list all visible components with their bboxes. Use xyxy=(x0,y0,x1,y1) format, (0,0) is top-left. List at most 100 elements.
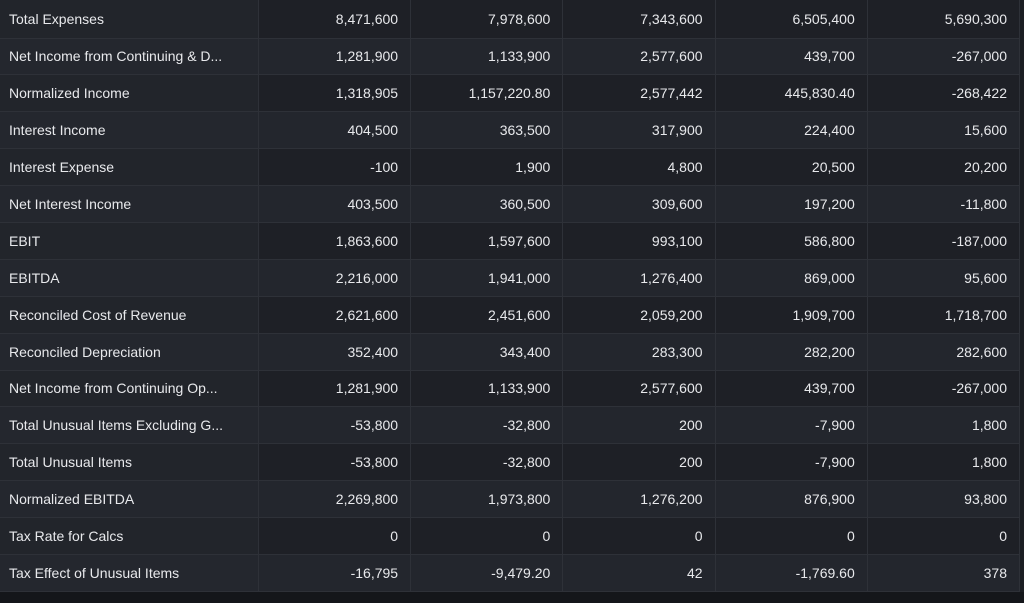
value-cell: 1,973,800 xyxy=(410,480,564,519)
row-label: Total Expenses xyxy=(0,0,259,39)
value-cell: 1,318,905 xyxy=(258,74,412,113)
value-cell: 1,133,900 xyxy=(410,38,564,76)
value-cell: 2,216,000 xyxy=(258,259,412,297)
value-cell: -16,795 xyxy=(258,554,412,592)
value-cell: 4,800 xyxy=(562,148,716,187)
value-cell: 1,597,600 xyxy=(410,222,564,260)
value-cell: 378 xyxy=(867,554,1020,592)
value-cell: 1,863,600 xyxy=(258,222,412,260)
value-cell: 0 xyxy=(867,517,1020,555)
value-cell: 0 xyxy=(258,517,412,555)
table-row[interactable]: Interest Income 404,500 363,500 317,900 224,… xyxy=(0,111,1020,150)
value-cell: 352,400 xyxy=(258,333,412,371)
value-cell: 1,941,000 xyxy=(410,259,564,297)
financials-table-container[interactable]: Total Expenses 8,471,600 7,978,600 7,343,60… xyxy=(0,0,1020,592)
value-cell: -267,000 xyxy=(867,38,1020,76)
row-label: Net Interest Income xyxy=(0,185,259,223)
value-cell: 93,800 xyxy=(867,480,1020,519)
table-row[interactable]: Normalized EBITDA 2,269,800 1,973,800 1,276… xyxy=(0,480,1020,519)
value-cell: 360,500 xyxy=(410,185,564,223)
table-row[interactable]: EBIT 1,863,600 1,597,600 993,100 586,800 -187… xyxy=(0,222,1020,260)
value-cell: 1,276,200 xyxy=(562,480,716,519)
value-cell: 7,978,600 xyxy=(410,0,564,39)
value-cell: 317,900 xyxy=(562,111,716,150)
financials-table-body: Total Expenses 8,471,600 7,978,600 7,343,60… xyxy=(0,0,1020,592)
value-cell: -267,000 xyxy=(867,370,1020,408)
row-label: Tax Rate for Calcs xyxy=(0,517,259,555)
value-cell: 439,700 xyxy=(715,38,868,76)
table-row[interactable]: Reconciled Cost of Revenue 2,621,600 2,451… xyxy=(0,296,1020,334)
value-cell: 2,621,600 xyxy=(258,296,412,334)
value-cell: -268,422 xyxy=(867,74,1020,113)
table-row[interactable]: Tax Effect of Unusual Items -16,795 -9,479… xyxy=(0,554,1020,592)
value-cell: 200 xyxy=(562,443,716,482)
value-cell: -11,800 xyxy=(867,185,1020,223)
row-label: Tax Effect of Unusual Items xyxy=(0,554,259,592)
row-label: Net Income from Continuing Op... xyxy=(0,370,259,408)
value-cell: -53,800 xyxy=(258,406,412,445)
table-row[interactable]: Net Income from Continuing Op... 1,281,90… xyxy=(0,370,1020,408)
value-cell: 1,133,900 xyxy=(410,370,564,408)
value-cell: 1,281,900 xyxy=(258,38,412,76)
row-label: Net Income from Continuing & D... xyxy=(0,38,259,76)
value-cell: 869,000 xyxy=(715,259,868,297)
value-cell: 20,200 xyxy=(867,148,1020,187)
value-cell: 42 xyxy=(562,554,716,592)
table-row[interactable]: EBITDA 2,216,000 1,941,000 1,276,400 869,000… xyxy=(0,259,1020,297)
row-label: Reconciled Depreciation xyxy=(0,333,259,371)
table-row[interactable]: Total Unusual Items -53,800 -32,800 200 -7,9… xyxy=(0,443,1020,482)
value-cell: 2,577,442 xyxy=(562,74,716,113)
row-label: EBITDA xyxy=(0,259,259,297)
value-cell: 404,500 xyxy=(258,111,412,150)
value-cell: 95,600 xyxy=(867,259,1020,297)
value-cell: 20,500 xyxy=(715,148,868,187)
table-row[interactable]: Net Interest Income 403,500 360,500 309,600… xyxy=(0,185,1020,223)
value-cell: 200 xyxy=(562,406,716,445)
value-cell: 1,800 xyxy=(867,443,1020,482)
value-cell: 1,718,700 xyxy=(867,296,1020,334)
table-row[interactable]: Normalized Income 1,318,905 1,157,220.80 2,… xyxy=(0,74,1020,113)
value-cell: 283,300 xyxy=(562,333,716,371)
table-row[interactable]: Total Unusual Items Excluding G... -53,80… xyxy=(0,406,1020,445)
table-row[interactable]: Net Income from Continuing & D... 1,281,9… xyxy=(0,38,1020,76)
value-cell: -7,900 xyxy=(715,406,868,445)
value-cell: -53,800 xyxy=(258,443,412,482)
table-row[interactable]: Reconciled Depreciation 352,400 343,400 283… xyxy=(0,333,1020,371)
value-cell: -7,900 xyxy=(715,443,868,482)
value-cell: 6,505,400 xyxy=(715,0,868,39)
value-cell: 309,600 xyxy=(562,185,716,223)
row-label: Reconciled Cost of Revenue xyxy=(0,296,259,334)
value-cell: 282,600 xyxy=(867,333,1020,371)
scroll-edge xyxy=(1020,0,1024,592)
row-label: Normalized Income xyxy=(0,74,259,113)
value-cell: 993,100 xyxy=(562,222,716,260)
row-label: Interest Income xyxy=(0,111,259,150)
value-cell: 876,900 xyxy=(715,480,868,519)
value-cell: 2,451,600 xyxy=(410,296,564,334)
value-cell: 403,500 xyxy=(258,185,412,223)
value-cell: 2,269,800 xyxy=(258,480,412,519)
row-label: Total Unusual Items xyxy=(0,443,259,482)
value-cell: 1,800 xyxy=(867,406,1020,445)
value-cell: 1,900 xyxy=(410,148,564,187)
value-cell: 2,577,600 xyxy=(562,370,716,408)
value-cell: 5,690,300 xyxy=(867,0,1020,39)
value-cell: 1,157,220.80 xyxy=(410,74,564,113)
value-cell: -9,479.20 xyxy=(410,554,564,592)
financials-table: Total Expenses 8,471,600 7,978,600 7,343,60… xyxy=(0,0,1020,592)
value-cell: 197,200 xyxy=(715,185,868,223)
value-cell: 0 xyxy=(410,517,564,555)
value-cell: 1,909,700 xyxy=(715,296,868,334)
value-cell: -32,800 xyxy=(410,443,564,482)
value-cell: 7,343,600 xyxy=(562,0,716,39)
row-label: Interest Expense xyxy=(0,148,259,187)
table-row[interactable]: Tax Rate for Calcs 0 0 0 0 0 xyxy=(0,517,1020,555)
value-cell: 8,471,600 xyxy=(258,0,412,39)
value-cell: -187,000 xyxy=(867,222,1020,260)
horizontal-scrollbar[interactable] xyxy=(0,592,1024,603)
table-row[interactable]: Interest Expense -100 1,900 4,800 20,500 20,2… xyxy=(0,148,1020,187)
value-cell: 2,577,600 xyxy=(562,38,716,76)
row-label: EBIT xyxy=(0,222,259,260)
table-row[interactable]: Total Expenses 8,471,600 7,978,600 7,343,60… xyxy=(0,0,1020,39)
value-cell: 2,059,200 xyxy=(562,296,716,334)
